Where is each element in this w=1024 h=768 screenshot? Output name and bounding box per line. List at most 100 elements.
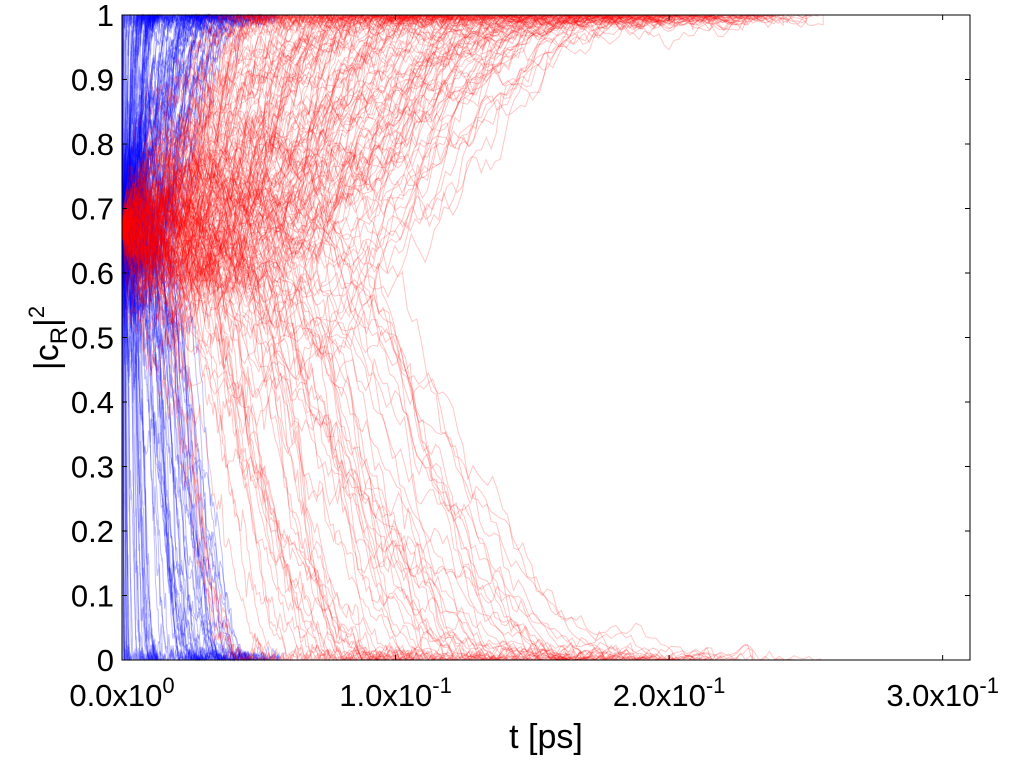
red-trajectory-line	[121, 14, 970, 326]
red-trajectory-line	[121, 14, 970, 256]
blue-trajectory-line	[121, 137, 970, 662]
blue-trajectory-line	[121, 191, 970, 661]
red-trajectory-line	[121, 200, 970, 661]
blue-trajectory-line	[121, 14, 970, 290]
x-tick-label: 3.0x10-1	[886, 673, 999, 713]
red-trajectory-line	[121, 13, 970, 283]
red-trajectory-line	[121, 162, 970, 661]
blue-trajectory-line	[121, 227, 970, 662]
red-trajectory-line	[121, 14, 970, 352]
blue-trajectory-line	[121, 14, 970, 322]
blue-trajectory-line	[121, 13, 970, 270]
red-trajectory-line	[121, 13, 970, 297]
red-trajectory-line	[121, 14, 970, 275]
red-trajectory-line	[121, 14, 970, 301]
blue-trajectory-line	[121, 13, 970, 306]
blue-trajectory-line	[121, 13, 970, 246]
blue-trajectory-line	[121, 13, 970, 249]
red-trajectory-line	[121, 189, 970, 661]
blue-trajectory-line	[121, 159, 970, 661]
blue-trajectory-line	[121, 145, 970, 661]
red-trajectory-line	[121, 174, 970, 662]
blue-trajectory-line	[121, 149, 970, 662]
red-trajectory-line	[121, 196, 970, 661]
y-tick-label: 0.5	[71, 321, 114, 356]
blue-trajectory-line	[121, 14, 970, 329]
blue-trajectory-line	[121, 14, 970, 230]
red-trajectory-line	[121, 14, 970, 245]
red-trajectory-line	[121, 14, 970, 310]
blue-trajectory-line	[121, 226, 970, 661]
red-trajectory-line	[121, 13, 970, 234]
red-trajectory-line	[121, 14, 970, 269]
blue-trajectory-line	[121, 13, 970, 255]
blue-trajectory-line	[121, 13, 970, 342]
blue-trajectory-line	[121, 14, 970, 232]
red-trajectory-line	[121, 193, 970, 661]
blue-trajectory-line	[121, 14, 970, 232]
blue-trajectory-line	[121, 225, 970, 662]
blue-trajectory-line	[121, 13, 970, 228]
red-trajectory-line	[121, 14, 970, 228]
blue-trajectory-line	[121, 14, 970, 302]
blue-trajectory-line	[121, 13, 970, 356]
y-tick-label: 0.3	[71, 450, 114, 485]
red-trajectory-line	[121, 14, 970, 256]
blue-trajectory-line	[121, 14, 970, 239]
red-trajectory-line	[121, 200, 970, 661]
red-trajectory-line	[121, 14, 970, 280]
red-trajectory-line	[121, 205, 970, 662]
blue-trajectory-line	[121, 214, 970, 661]
red-trajectory-line	[121, 14, 970, 264]
blue-trajectory-line	[121, 160, 970, 662]
red-trajectory-line	[121, 14, 970, 250]
y-axis-label-prefix: |c	[28, 344, 66, 370]
blue-trajectory-line	[121, 14, 970, 277]
blue-trajectory-line	[121, 159, 970, 661]
blue-trajectory-line	[121, 14, 970, 252]
red-trajectory-line	[121, 14, 970, 295]
red-trajectory-line	[121, 14, 970, 315]
red-trajectory-line	[121, 13, 970, 307]
red-trajectory-line	[121, 13, 970, 246]
blue-trajectory-line	[121, 14, 970, 228]
red-trajectory-line	[121, 149, 970, 661]
red-trajectory-line	[121, 209, 970, 662]
blue-trajectory-line	[121, 14, 970, 253]
blue-trajectory-line	[121, 227, 970, 662]
red-trajectory-line	[121, 150, 970, 662]
red-trajectory-line	[121, 14, 970, 281]
red-trajectory-line	[121, 14, 970, 229]
blue-trajectory-line	[121, 14, 970, 286]
red-trajectory-line	[121, 179, 970, 662]
blue-trajectory-line	[121, 131, 970, 662]
blue-trajectory-line	[121, 209, 970, 662]
red-trajectory-line	[121, 14, 970, 254]
red-trajectory-line	[121, 13, 970, 254]
blue-trajectory-line	[121, 177, 970, 662]
blue-trajectory-line	[121, 13, 970, 247]
blue-trajectory-line	[121, 14, 970, 271]
blue-trajectory-line	[121, 14, 970, 229]
red-trajectory-line	[121, 141, 970, 662]
blue-trajectory-line	[121, 13, 970, 251]
red-trajectory-line	[121, 14, 970, 228]
blue-trajectory-line	[121, 14, 970, 241]
blue-trajectory-line	[121, 227, 970, 662]
blue-trajectory-line	[121, 14, 970, 244]
red-trajectory-line	[121, 14, 970, 289]
x-tick-label: 1.0x10-1	[339, 673, 452, 713]
blue-trajectory-line	[121, 216, 970, 661]
blue-trajectory-line	[121, 14, 970, 228]
red-trajectory-line	[121, 14, 970, 315]
red-trajectory-line	[121, 14, 970, 255]
blue-trajectory-line	[121, 13, 970, 257]
blue-trajectory-line	[121, 217, 970, 661]
blue-trajectory-line	[121, 162, 970, 662]
red-trajectory-line	[121, 227, 970, 662]
red-trajectory-line	[121, 14, 970, 258]
red-trajectory-line	[121, 13, 970, 228]
red-trajectory-line	[121, 90, 970, 661]
red-trajectory-line	[121, 14, 970, 328]
red-trajectory-line	[121, 195, 970, 661]
